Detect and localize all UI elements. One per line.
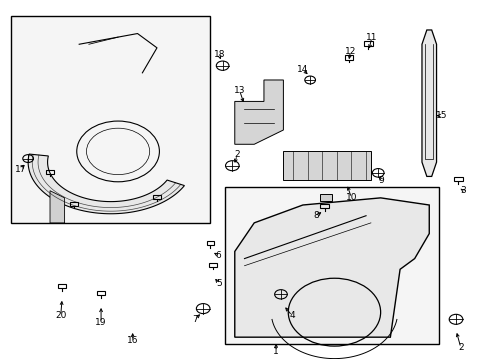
Polygon shape — [234, 198, 428, 337]
Text: 1: 1 — [273, 347, 279, 356]
Text: 18: 18 — [213, 50, 224, 59]
Bar — [344, 55, 353, 60]
Bar — [206, 242, 214, 246]
Text: 5: 5 — [216, 279, 222, 288]
Text: 16: 16 — [127, 336, 138, 345]
Text: 19: 19 — [95, 318, 106, 327]
Text: 13: 13 — [233, 86, 245, 95]
Bar — [70, 202, 78, 206]
Text: 6: 6 — [214, 251, 220, 260]
Bar — [46, 170, 54, 174]
Text: 2: 2 — [457, 343, 463, 352]
Text: 9: 9 — [378, 176, 384, 185]
Bar — [363, 41, 372, 46]
Bar — [320, 203, 328, 208]
Bar — [58, 284, 66, 288]
Bar — [319, 194, 331, 201]
Bar — [97, 292, 105, 296]
Bar — [453, 177, 462, 181]
Text: 15: 15 — [435, 111, 446, 120]
Text: 10: 10 — [345, 193, 357, 202]
Text: 12: 12 — [344, 47, 355, 56]
Polygon shape — [50, 191, 64, 223]
Text: 20: 20 — [55, 311, 66, 320]
Text: 4: 4 — [289, 311, 294, 320]
Text: 7: 7 — [192, 315, 197, 324]
Bar — [224, 187, 438, 344]
Polygon shape — [28, 154, 184, 214]
Polygon shape — [421, 30, 436, 176]
Text: 2: 2 — [234, 150, 240, 159]
Text: 11: 11 — [366, 33, 377, 42]
Text: 17: 17 — [15, 165, 26, 174]
Text: 3: 3 — [460, 186, 465, 195]
Polygon shape — [234, 80, 283, 144]
Text: 8: 8 — [313, 211, 319, 220]
Bar — [11, 16, 210, 223]
Polygon shape — [283, 152, 370, 180]
Bar — [208, 263, 216, 267]
Bar — [153, 195, 161, 199]
Text: 14: 14 — [297, 65, 308, 74]
